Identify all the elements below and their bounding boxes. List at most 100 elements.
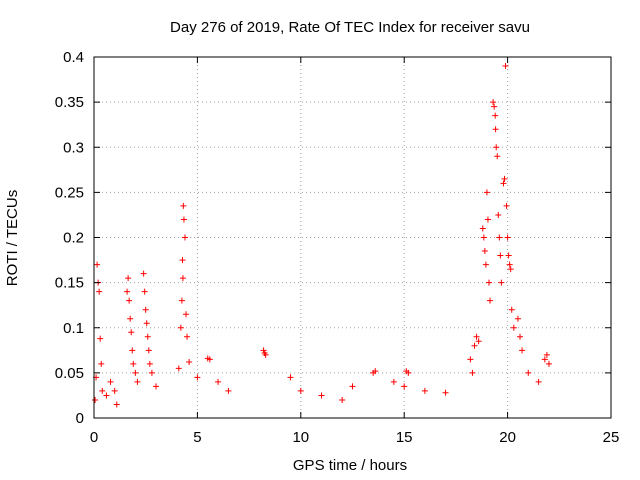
data-point	[492, 112, 499, 119]
data-point	[519, 347, 526, 354]
data-point	[262, 351, 269, 358]
data-point	[390, 378, 397, 385]
data-point	[125, 275, 132, 282]
axis-ticks	[93, 56, 612, 419]
data-point	[142, 306, 149, 313]
data-point	[543, 351, 550, 358]
data-point	[490, 99, 497, 106]
data-point	[113, 401, 120, 408]
data-point	[492, 126, 499, 133]
data-point	[179, 275, 186, 282]
data-point	[479, 225, 486, 232]
data-point	[175, 365, 182, 372]
data-point	[132, 369, 139, 376]
data-point	[545, 360, 552, 367]
data-point	[473, 333, 480, 340]
data-point	[94, 261, 101, 268]
data-point	[469, 369, 476, 376]
data-point	[181, 234, 188, 241]
data-point	[206, 356, 213, 363]
data-point	[99, 387, 106, 394]
y-tick-label: 0.15	[55, 275, 84, 292]
data-point	[498, 279, 505, 286]
data-point	[318, 392, 325, 399]
x-tick-label: 25	[603, 429, 620, 446]
data-point	[502, 63, 509, 70]
y-axis-label: ROTI / TECUs	[4, 190, 21, 286]
data-point	[103, 392, 110, 399]
data-point	[507, 266, 514, 273]
data-point	[129, 347, 136, 354]
data-point	[97, 335, 104, 342]
data-point	[514, 315, 521, 322]
data-point	[126, 297, 133, 304]
data-point	[485, 279, 492, 286]
data-point	[493, 144, 500, 151]
x-tick-label: 20	[499, 429, 516, 446]
data-point	[124, 288, 131, 295]
data-points	[92, 63, 552, 408]
data-point	[98, 360, 105, 367]
data-point	[297, 387, 304, 394]
data-point	[107, 378, 114, 385]
data-point	[194, 374, 201, 381]
data-point	[179, 257, 186, 264]
y-tick-label: 0.3	[63, 139, 84, 156]
data-point	[442, 389, 449, 396]
data-point	[92, 396, 99, 403]
data-point	[134, 378, 141, 385]
data-point	[504, 234, 511, 241]
data-point	[287, 374, 294, 381]
data-point	[506, 261, 513, 268]
data-point	[178, 297, 185, 304]
data-point	[495, 211, 502, 218]
chart-title: Day 276 of 2019, Rate Of TEC Index for r…	[170, 19, 530, 36]
data-point	[467, 356, 474, 363]
data-point	[483, 189, 490, 196]
data-point	[153, 383, 160, 390]
data-point	[525, 369, 532, 376]
y-tick-label: 0.4	[63, 49, 84, 66]
data-point	[496, 234, 503, 241]
data-point	[491, 103, 498, 110]
data-point	[475, 338, 482, 345]
x-tick-label: 10	[292, 429, 309, 446]
y-tick-label: 0.35	[55, 94, 84, 111]
data-point	[481, 248, 488, 255]
data-point	[96, 288, 103, 295]
data-point	[183, 311, 190, 318]
data-point	[141, 288, 148, 295]
data-point	[128, 329, 135, 336]
data-point	[127, 315, 134, 322]
data-point	[180, 216, 187, 223]
data-point	[471, 342, 478, 349]
data-point	[148, 369, 155, 376]
data-point	[401, 383, 408, 390]
tick-labels: 0 5 10 15 20 25 0 0.05 0.1 0.15 0.2 0.25 0.3 0.35 0.4	[55, 49, 620, 446]
data-point	[144, 333, 151, 340]
data-point	[130, 360, 137, 367]
data-point	[480, 234, 487, 241]
data-point	[140, 270, 147, 277]
x-tick-label: 15	[396, 429, 413, 446]
data-point	[500, 180, 507, 187]
y-tick-label: 0.25	[55, 184, 84, 201]
y-tick-label: 0.2	[63, 230, 84, 247]
y-tick-label: 0.1	[63, 320, 84, 337]
data-point	[111, 387, 118, 394]
data-point	[487, 297, 494, 304]
data-point	[184, 333, 191, 340]
data-point	[541, 356, 548, 363]
data-point	[186, 359, 193, 366]
y-tick-label: 0.05	[55, 365, 84, 382]
data-point	[494, 153, 501, 160]
x-tick-label: 0	[90, 429, 98, 446]
data-point	[497, 252, 504, 259]
data-point	[405, 369, 412, 376]
data-point	[339, 396, 346, 403]
data-point	[145, 347, 152, 354]
data-point	[505, 252, 512, 259]
data-point	[225, 387, 232, 394]
